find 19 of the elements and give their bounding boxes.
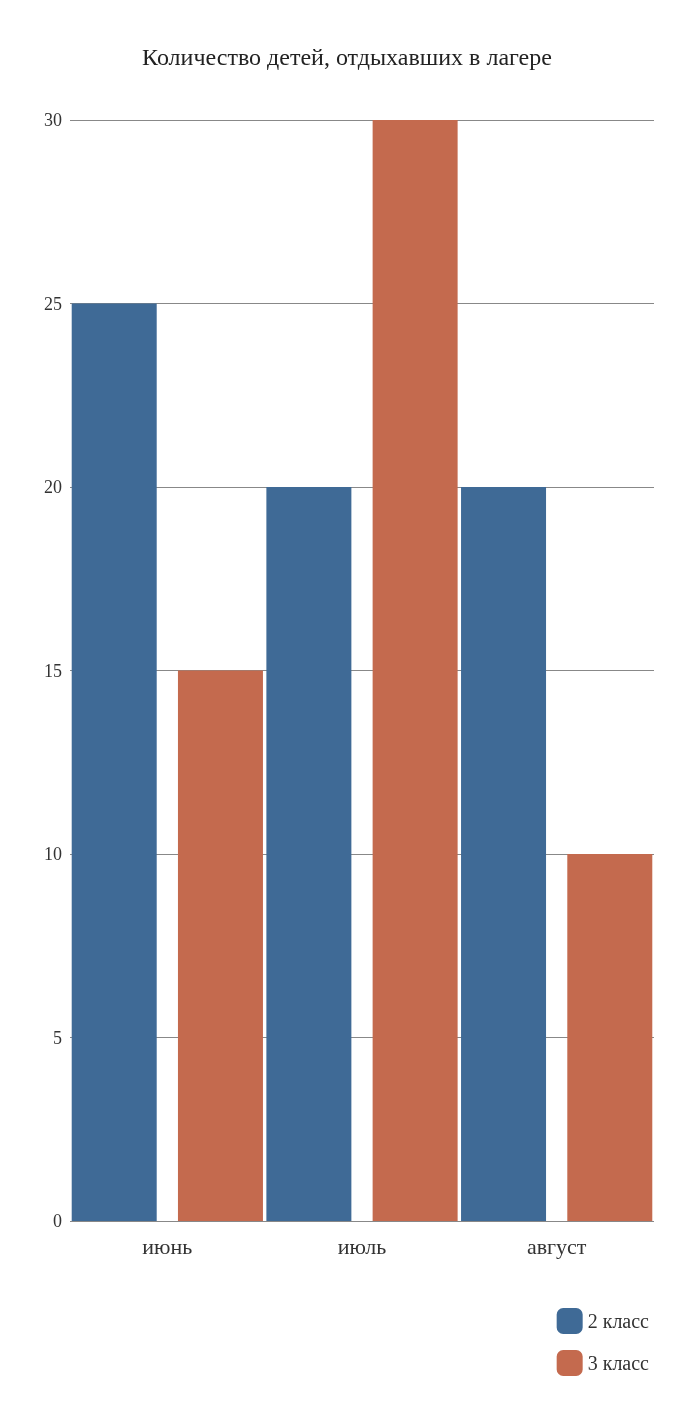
- y-tick-label: 30: [44, 110, 62, 130]
- bar: [177, 670, 263, 1221]
- x-tick-label: июль: [337, 1233, 387, 1259]
- bar: [567, 854, 653, 1221]
- chart-title: Количество детей, отдыхавших в лагере: [142, 44, 552, 70]
- legend-label: 3 класс: [587, 1352, 650, 1374]
- y-tick-label: 15: [44, 660, 62, 681]
- x-tick-label: август: [526, 1233, 587, 1259]
- x-tick-label: июнь: [142, 1233, 193, 1259]
- legend-label: 2 класс: [587, 1310, 650, 1332]
- bar: [71, 303, 157, 1221]
- y-tick-label: 10: [44, 844, 62, 864]
- bar: [372, 120, 458, 1221]
- y-tick-label: 25: [44, 293, 62, 314]
- y-tick-label: 5: [53, 1027, 62, 1048]
- y-tick-label: 0: [53, 1211, 62, 1231]
- bar: [266, 487, 352, 1221]
- y-tick-label: 20: [44, 477, 62, 497]
- bar: [461, 487, 547, 1221]
